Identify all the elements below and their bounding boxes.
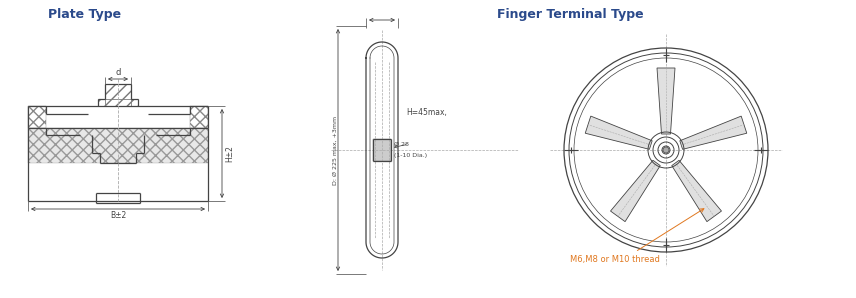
Text: Plate Type: Plate Type bbox=[49, 8, 122, 21]
Text: Ø 28: Ø 28 bbox=[394, 142, 409, 147]
Polygon shape bbox=[610, 160, 660, 222]
Text: M6,M8 or M10 thread: M6,M8 or M10 thread bbox=[570, 255, 660, 264]
Polygon shape bbox=[672, 160, 722, 222]
Circle shape bbox=[663, 147, 669, 153]
Text: Finger Terminal Type: Finger Terminal Type bbox=[496, 8, 644, 21]
Text: D: Ø 225 max, +3mm: D: Ø 225 max, +3mm bbox=[332, 115, 337, 184]
Polygon shape bbox=[373, 139, 391, 161]
Polygon shape bbox=[657, 68, 675, 134]
Text: H=45max,: H=45max, bbox=[406, 108, 447, 117]
Polygon shape bbox=[680, 116, 746, 149]
Text: d: d bbox=[116, 68, 121, 77]
Text: H±2: H±2 bbox=[225, 145, 234, 162]
Text: B±2: B±2 bbox=[110, 211, 126, 220]
Polygon shape bbox=[586, 116, 652, 149]
Polygon shape bbox=[28, 128, 208, 163]
Text: (1-10 Dia.): (1-10 Dia.) bbox=[394, 153, 427, 158]
